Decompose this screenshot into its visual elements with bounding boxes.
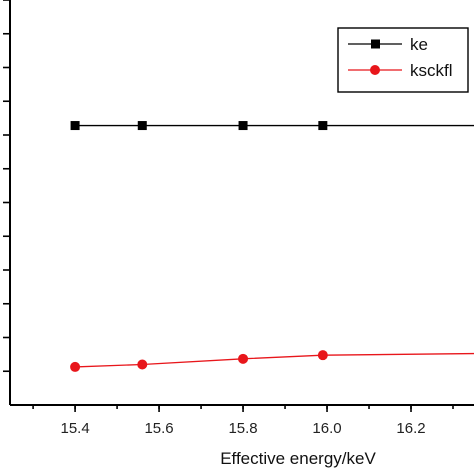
series-ke (70, 121, 474, 131)
series-layer (70, 121, 474, 372)
x-tick-label: 15.4 (60, 420, 89, 437)
axes: 15.4 15.6 15.8 16.0 16.2 (3, 0, 474, 437)
data-point (70, 121, 80, 131)
x-tick-label: 15.6 (144, 420, 173, 437)
legend-label: ke (410, 35, 428, 54)
data-point (238, 121, 248, 131)
x-tick-label: 15.8 (228, 420, 257, 437)
data-point (318, 121, 328, 131)
legend: ke ksckfl (337, 27, 469, 93)
x-tick-label: 16.0 (312, 420, 341, 437)
data-point (137, 359, 148, 370)
x-tick-label: 16.2 (396, 420, 425, 437)
legend-marker (370, 65, 380, 75)
x-axis-label: Effective energy/keV (220, 449, 376, 468)
series-ksckfl (70, 350, 474, 372)
legend-marker (371, 39, 380, 49)
data-point (317, 350, 328, 361)
legend-item-ke: ke (348, 35, 428, 54)
data-point (70, 361, 81, 372)
data-point (238, 353, 249, 364)
data-point (137, 121, 147, 131)
legend-label: ksckfl (410, 61, 453, 80)
legend-box (337, 27, 469, 93)
series-line (75, 352, 474, 368)
legend-item-ksckfl: ksckfl (348, 61, 453, 80)
